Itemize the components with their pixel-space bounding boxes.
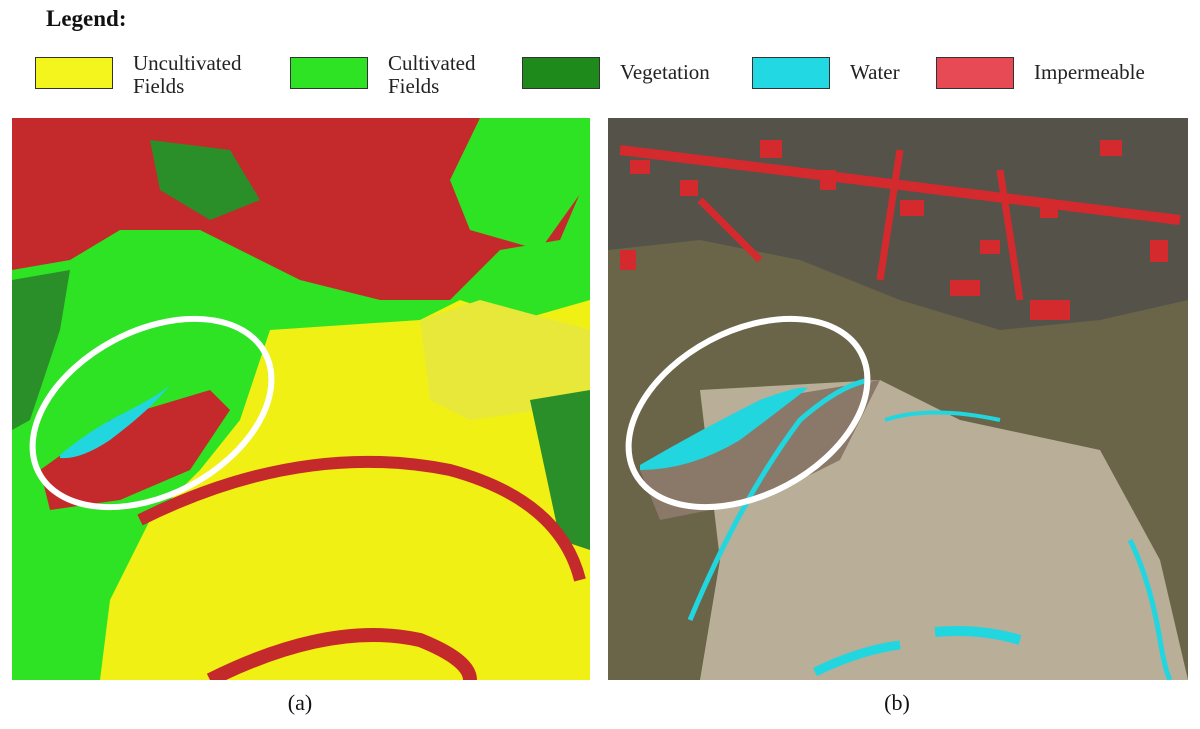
legend-label: Cultivated Fields: [388, 51, 476, 98]
panel-caption: (a): [287, 690, 313, 715]
aerial-image: [608, 118, 1188, 680]
legend-item: Uncultivated Fields: [35, 51, 268, 98]
legend-swatch: [752, 57, 830, 89]
legend-swatch: [35, 57, 113, 89]
legend-label: Vegetation: [620, 60, 710, 84]
legend-item: Water: [752, 52, 990, 96]
legend-title: Legend:: [46, 6, 127, 31]
legend-label: Uncultivated Fields: [133, 51, 242, 98]
legend-swatch: [522, 57, 600, 89]
legend-swatch: [290, 57, 368, 89]
panel-caption: (b): [884, 690, 910, 715]
legend-swatch: [936, 57, 1014, 89]
classification-map: [12, 118, 590, 680]
legend-item: Vegetation: [522, 52, 760, 96]
legend-label: Impermeable: [1034, 60, 1145, 84]
legend-label: Water: [850, 60, 900, 84]
legend-item: Impermeable: [936, 52, 1174, 96]
legend-item: Cultivated Fields: [290, 51, 523, 98]
